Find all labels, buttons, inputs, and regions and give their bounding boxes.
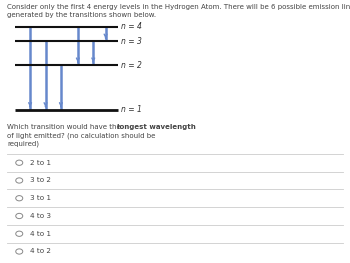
Text: Which transition would have the: Which transition would have the <box>7 124 123 130</box>
Text: 3 to 1: 3 to 1 <box>30 195 51 201</box>
Text: 4 to 3: 4 to 3 <box>30 213 51 219</box>
Text: of light emitted? (no calculation should be: of light emitted? (no calculation should… <box>7 132 155 139</box>
Text: longest wavelength: longest wavelength <box>117 124 196 130</box>
Text: n = 1: n = 1 <box>121 105 142 114</box>
Text: 4 to 1: 4 to 1 <box>30 231 51 237</box>
Text: Consider only the first 4 energy levels in the Hydrogen Atom. There will be 6 po: Consider only the first 4 energy levels … <box>7 4 350 10</box>
Text: 3 to 2: 3 to 2 <box>30 178 51 184</box>
Text: 2 to 1: 2 to 1 <box>30 160 51 166</box>
Text: n = 4: n = 4 <box>121 22 142 31</box>
Text: 4 to 2: 4 to 2 <box>30 249 51 255</box>
Text: required): required) <box>7 140 39 147</box>
Text: n = 3: n = 3 <box>121 37 142 46</box>
Text: generated by the transitions shown below.: generated by the transitions shown below… <box>7 12 156 18</box>
Text: n = 2: n = 2 <box>121 61 142 70</box>
